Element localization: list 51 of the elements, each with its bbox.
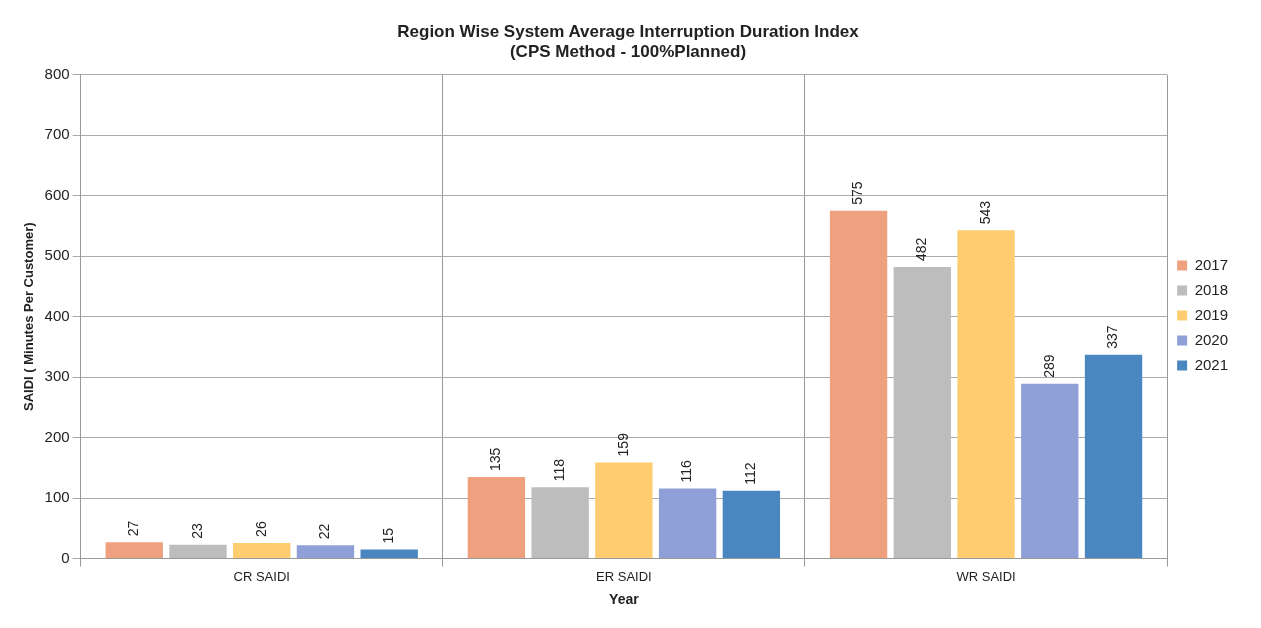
bar bbox=[722, 490, 781, 559]
data-label: 543 bbox=[976, 200, 993, 225]
data-label: 289 bbox=[1040, 354, 1057, 378]
data-label: 15 bbox=[380, 527, 397, 544]
bar bbox=[296, 545, 355, 559]
data-label: 135 bbox=[487, 447, 504, 471]
bar bbox=[233, 542, 291, 559]
x-axis-title: Year bbox=[609, 591, 640, 608]
legend-label: 2017 bbox=[1194, 255, 1229, 273]
bar bbox=[829, 210, 888, 559]
data-label: 337 bbox=[1104, 325, 1121, 349]
legend-label: 2021 bbox=[1194, 355, 1229, 373]
bar bbox=[531, 487, 589, 559]
y-tick-label: 100 bbox=[44, 488, 70, 506]
bar bbox=[1084, 354, 1143, 559]
data-label: 482 bbox=[913, 237, 930, 262]
data-label: 159 bbox=[614, 432, 631, 457]
data-label: 27 bbox=[125, 520, 142, 537]
bar bbox=[105, 542, 163, 559]
bar bbox=[360, 549, 418, 559]
y-tick-label: 200 bbox=[44, 427, 70, 445]
bar bbox=[595, 462, 653, 559]
data-label: 116 bbox=[678, 459, 695, 483]
chart-title: Region Wise System Average Interruption Duration Index bbox=[397, 21, 860, 41]
y-tick-label: 0 bbox=[61, 548, 70, 566]
y-tick-label: 500 bbox=[44, 246, 70, 264]
data-label: 112 bbox=[742, 462, 759, 485]
bar bbox=[1021, 383, 1079, 559]
y-tick-label: 600 bbox=[44, 185, 70, 203]
y-tick-label: 800 bbox=[44, 64, 70, 82]
chart-subtitle: (CPS Method - 100%Planned) bbox=[509, 42, 747, 62]
bar bbox=[467, 476, 526, 559]
y-tick-label: 400 bbox=[44, 306, 70, 324]
bar bbox=[658, 488, 717, 559]
y-axis-title: SAIDI ( Minutes Per Customer) bbox=[21, 222, 37, 411]
bar bbox=[893, 267, 951, 559]
legend-label: 2019 bbox=[1194, 305, 1229, 323]
y-tick-label: 700 bbox=[44, 125, 70, 143]
x-tick-label: CR SAIDI bbox=[233, 568, 290, 584]
bar bbox=[957, 230, 1015, 559]
legend-label: 2020 bbox=[1194, 330, 1229, 348]
data-label: 118 bbox=[551, 458, 567, 482]
bar bbox=[169, 544, 227, 559]
x-tick-label: WR SAIDI bbox=[956, 568, 1016, 584]
data-label: 26 bbox=[252, 521, 269, 537]
data-label: 23 bbox=[188, 522, 205, 539]
y-tick-label: 300 bbox=[44, 367, 70, 385]
x-tick-label: ER SAIDI bbox=[596, 568, 652, 584]
data-label: 575 bbox=[849, 181, 866, 205]
legend-label: 2018 bbox=[1194, 280, 1229, 298]
data-label: 22 bbox=[316, 523, 333, 540]
